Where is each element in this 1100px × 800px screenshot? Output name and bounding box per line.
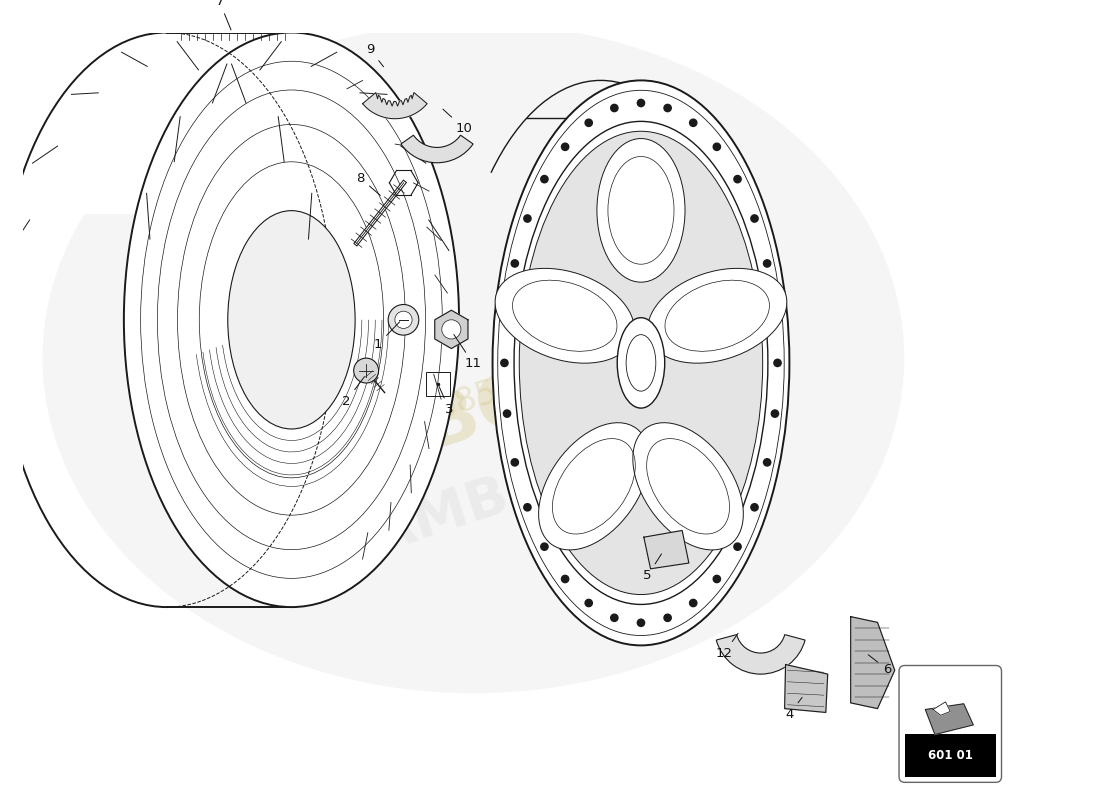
Circle shape (541, 175, 548, 182)
Circle shape (504, 309, 510, 316)
Circle shape (500, 359, 508, 366)
Polygon shape (784, 665, 827, 713)
Ellipse shape (617, 318, 664, 408)
Text: parts: parts (504, 388, 596, 443)
Circle shape (774, 359, 781, 366)
Text: 11: 11 (454, 334, 482, 370)
Polygon shape (933, 702, 950, 715)
Circle shape (751, 215, 758, 222)
Text: LAMBOS: LAMBOS (332, 441, 600, 574)
Circle shape (713, 575, 721, 582)
Circle shape (763, 458, 771, 466)
Text: 5: 5 (644, 554, 661, 582)
Circle shape (637, 619, 645, 626)
Circle shape (734, 175, 741, 182)
Circle shape (504, 410, 510, 418)
Wedge shape (400, 135, 473, 162)
Text: 10: 10 (443, 109, 472, 134)
Text: 3: 3 (439, 386, 453, 416)
Circle shape (690, 119, 697, 126)
Circle shape (395, 311, 412, 329)
Circle shape (524, 215, 531, 222)
Polygon shape (434, 310, 468, 349)
Circle shape (524, 504, 531, 511)
Text: 12: 12 (716, 634, 738, 659)
Ellipse shape (519, 131, 762, 594)
Ellipse shape (632, 422, 744, 550)
Circle shape (610, 614, 618, 622)
Circle shape (713, 143, 721, 150)
Circle shape (561, 143, 569, 150)
Ellipse shape (597, 138, 685, 282)
Circle shape (664, 104, 671, 112)
Circle shape (734, 543, 741, 550)
Circle shape (664, 614, 671, 622)
Circle shape (637, 99, 645, 106)
Circle shape (512, 260, 518, 267)
Bar (426, 371, 450, 397)
Text: olution: olution (534, 430, 672, 508)
Polygon shape (363, 93, 427, 118)
Ellipse shape (228, 210, 355, 429)
Text: 6: 6 (868, 654, 891, 676)
Ellipse shape (495, 268, 635, 363)
Circle shape (388, 305, 419, 335)
Polygon shape (644, 530, 689, 569)
Text: 8: 8 (356, 171, 381, 195)
Circle shape (561, 575, 569, 582)
Text: p85: p85 (430, 374, 502, 426)
Circle shape (690, 599, 697, 606)
Circle shape (763, 260, 771, 267)
Ellipse shape (648, 268, 786, 363)
Text: LAMBOS: LAMBOS (250, 345, 597, 517)
Ellipse shape (539, 422, 649, 550)
Text: 1: 1 (373, 322, 399, 351)
Circle shape (610, 104, 618, 112)
Circle shape (771, 410, 779, 418)
Text: 4: 4 (785, 698, 802, 721)
Ellipse shape (493, 81, 790, 646)
Text: 7: 7 (216, 0, 231, 30)
Text: 9: 9 (366, 43, 384, 66)
Circle shape (585, 119, 593, 126)
Circle shape (585, 599, 593, 606)
Text: 601 01: 601 01 (927, 749, 972, 762)
Ellipse shape (124, 33, 459, 607)
Bar (905, 734, 996, 777)
Circle shape (771, 309, 779, 316)
Text: 2: 2 (342, 377, 364, 408)
Polygon shape (11, 33, 448, 214)
Circle shape (512, 458, 518, 466)
Circle shape (751, 504, 758, 511)
Polygon shape (925, 704, 974, 734)
FancyBboxPatch shape (899, 666, 1001, 782)
Ellipse shape (43, 23, 904, 694)
Polygon shape (850, 617, 894, 709)
Wedge shape (716, 634, 805, 674)
Circle shape (354, 358, 378, 383)
Circle shape (442, 320, 461, 339)
Circle shape (541, 543, 548, 550)
